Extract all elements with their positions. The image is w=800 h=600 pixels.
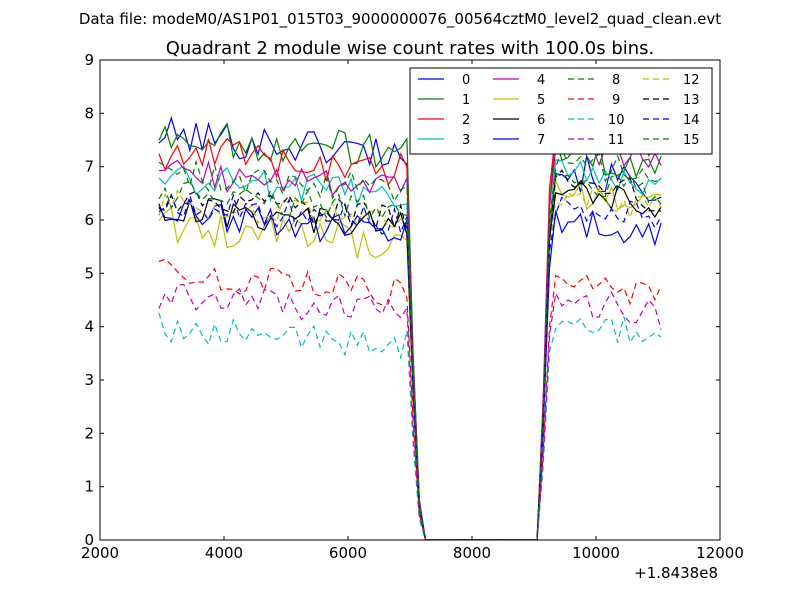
- series-line-6: [158, 180, 662, 540]
- y-tick-label: 0: [84, 531, 94, 549]
- series-line-8: [158, 148, 662, 540]
- plot-frame: [99, 59, 721, 541]
- legend-label-5: 5: [537, 93, 545, 108]
- legend-label-7: 7: [537, 133, 545, 148]
- series-line-14: [158, 193, 662, 540]
- series-line-13: [158, 169, 662, 540]
- x-tick-label: 2000: [81, 544, 119, 562]
- legend-label-2: 2: [462, 113, 470, 128]
- legend-label-3: 3: [462, 133, 470, 148]
- y-tick-label: 1: [84, 478, 94, 496]
- series-line-7: [158, 201, 662, 540]
- legend-label-15: 15: [683, 133, 700, 148]
- legend-label-13: 13: [683, 93, 700, 108]
- legend-label-4: 4: [537, 73, 545, 88]
- legend-label-8: 8: [612, 73, 620, 88]
- series-line-5: [158, 178, 662, 540]
- y-tick-label: 8: [84, 104, 94, 122]
- series-line-15: [158, 172, 662, 540]
- y-tick-label: 9: [84, 51, 94, 69]
- legend-label-10: 10: [608, 113, 625, 128]
- y-tick-label: 5: [84, 264, 94, 282]
- x-tick-label: 6000: [329, 544, 367, 562]
- series-line-11: [158, 283, 662, 540]
- y-tick-label: 6: [84, 211, 94, 229]
- x-tick-label: 8000: [453, 544, 491, 562]
- legend-box: [409, 67, 713, 155]
- series-line-9: [158, 258, 662, 540]
- x-tick-label: 12000: [696, 544, 744, 562]
- series-line-1: [158, 122, 662, 540]
- legend-label-14: 14: [683, 113, 700, 128]
- y-tick-label: 7: [84, 158, 94, 176]
- legend-label-6: 6: [537, 113, 545, 128]
- y-tick-label: 2: [84, 424, 94, 442]
- series-layer: [158, 108, 662, 540]
- series-line-10: [158, 312, 662, 540]
- legend-label-11: 11: [608, 133, 625, 148]
- series-line-12: [158, 186, 662, 540]
- series-line-0: [158, 115, 662, 540]
- series-line-4: [158, 135, 662, 540]
- legend-label-12: 12: [683, 73, 700, 88]
- x-tick-label: 10000: [572, 544, 620, 562]
- x-offset-label: +1.8438e8: [634, 564, 718, 582]
- x-tick-label: 4000: [205, 544, 243, 562]
- data-file-label: Data file: modeM0/AS1P01_015T03_90000000…: [79, 10, 721, 29]
- y-tick-label: 4: [84, 318, 94, 336]
- chart-title: Quadrant 2 module wise count rates with …: [166, 38, 655, 59]
- y-tick-label: 3: [84, 371, 94, 389]
- legend-label-0: 0: [462, 73, 470, 88]
- legend-label-9: 9: [612, 93, 620, 108]
- legend-label-1: 1: [462, 93, 470, 108]
